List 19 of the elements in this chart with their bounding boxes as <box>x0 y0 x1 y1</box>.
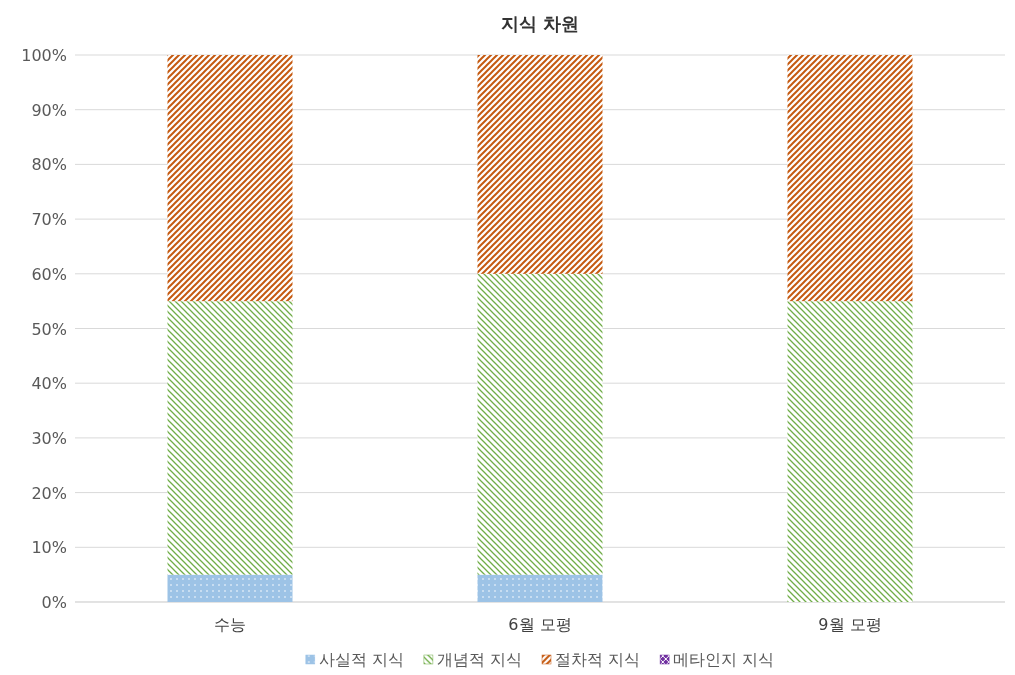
x-tick-label: 수능 <box>214 615 246 634</box>
y-tick-label: 90% <box>31 100 67 120</box>
y-tick-label: 10% <box>31 538 67 558</box>
legend-label: 절차적 지식 <box>555 650 641 669</box>
y-tick-label: 80% <box>31 155 67 175</box>
y-tick-label: 0% <box>41 593 67 612</box>
y-tick-label: 100% <box>21 46 67 65</box>
x-tick-label: 6월 모평 <box>508 615 572 634</box>
legend-label: 사실적 지식 <box>318 650 404 669</box>
y-tick-label: 50% <box>31 319 67 339</box>
y-tick-label: 20% <box>31 483 67 503</box>
y-tick-label: 40% <box>31 374 67 394</box>
y-tick-label: 70% <box>31 210 67 230</box>
legend-label: 개념적 지식 <box>436 650 522 669</box>
chart-title: 지식 차원 <box>500 13 580 34</box>
y-tick-label: 30% <box>31 428 67 448</box>
legend-label: 메타인지 지식 <box>673 650 775 669</box>
y-tick-label: 60% <box>31 264 67 284</box>
x-tick-label: 9월 모평 <box>818 615 882 634</box>
